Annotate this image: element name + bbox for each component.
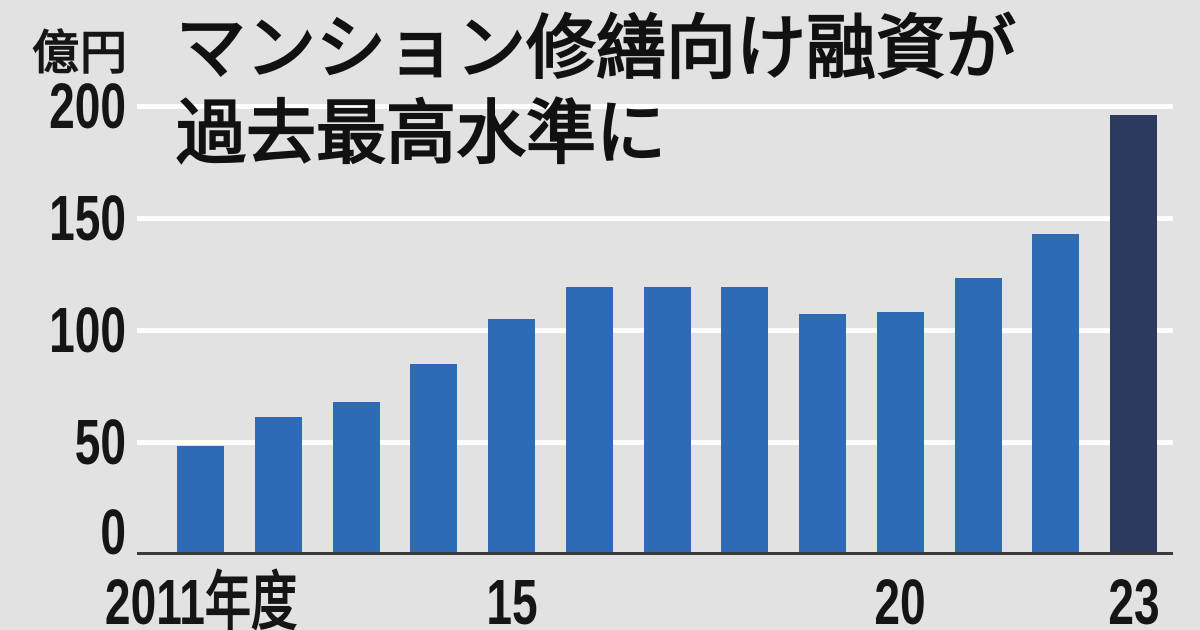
- bar-2013: [332, 401, 380, 554]
- bar-2018: [721, 287, 769, 554]
- chart-title: マンション修繕向け融資が 過去最高水準に: [176, 6, 1016, 176]
- x-tick-label-23: 23: [1107, 566, 1160, 630]
- bar-2021: [954, 278, 1002, 554]
- bar-2011: [177, 446, 224, 554]
- bar-2012: [254, 417, 302, 554]
- y-tick-label-50: 50: [74, 406, 126, 478]
- y-tick-label-100: 100: [49, 294, 126, 366]
- chart-title-line-2: 過去最高水準に: [176, 94, 666, 172]
- y-axis-unit-label: 億円: [32, 26, 128, 79]
- gridline-150: [137, 215, 1173, 221]
- x-tick-label-15: 15: [485, 566, 538, 630]
- x-axis-line: [137, 552, 1173, 555]
- x-tick-label-20: 20: [874, 566, 926, 630]
- bar-2020: [876, 312, 924, 554]
- bar-2016: [565, 287, 613, 554]
- x-tick-label-2011年度: 2011年度: [104, 566, 297, 630]
- y-tick-label-0: 0: [100, 496, 126, 568]
- bar-2017: [643, 287, 691, 554]
- bar-2023: [1110, 114, 1157, 554]
- chart-title-line-1: マンション修繕向け融資が: [176, 9, 1016, 87]
- y-tick-label-150: 150: [49, 182, 126, 254]
- bar-2015: [488, 318, 535, 554]
- gridline-200: [137, 103, 1173, 109]
- y-tick-label-200: 200: [49, 70, 126, 142]
- bar-2022: [1032, 233, 1080, 554]
- bar-2019: [799, 314, 846, 554]
- bar-2014: [410, 363, 458, 554]
